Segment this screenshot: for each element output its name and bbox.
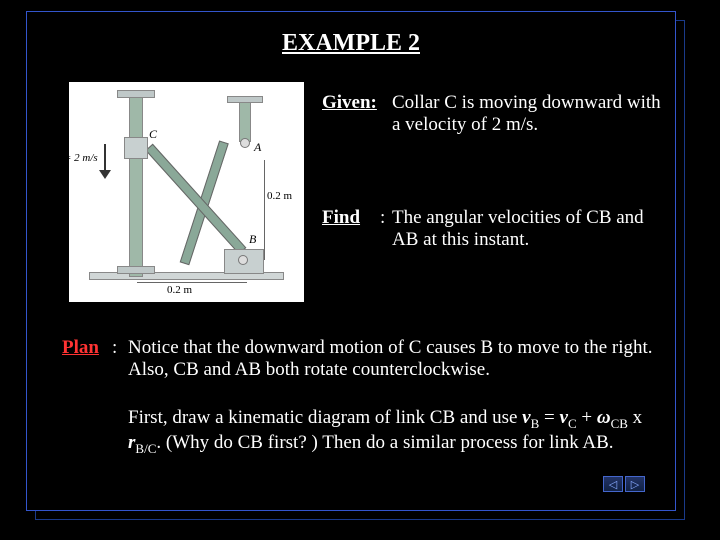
plan-p2-b: . (Why do CB first? ) Then do a similar … [156, 432, 613, 453]
sym-plus: + [577, 407, 597, 428]
diagram-label-b: B [249, 232, 256, 247]
sym-vc: v [560, 407, 568, 428]
nav-arrows: ◁ ▷ [603, 476, 645, 492]
sym-vc-sub: C [568, 416, 577, 431]
plan-para1: Notice that the downward motion of C cau… [128, 337, 667, 381]
plan-p2-a: First, draw a kinematic diagram of link … [128, 407, 522, 428]
given-block: Given: Collar C is moving downward with … [322, 92, 672, 136]
diagram-label-c: C [149, 127, 157, 142]
next-button[interactable]: ▷ [625, 476, 645, 492]
sym-omega: ω [597, 407, 611, 428]
sym-omega-sub: CB [611, 416, 628, 431]
diagram-vc-label: vC = 2 m/s [51, 152, 98, 166]
diagram-label-a: A [254, 140, 261, 155]
given-label: Given: [322, 92, 392, 136]
find-colon: : [380, 207, 392, 251]
inner-frame: EXAMPLE 2 C A B [26, 11, 676, 511]
outer-frame: EXAMPLE 2 C A B [35, 20, 685, 520]
diagram-dim-vert: 0.2 m [267, 190, 292, 202]
plan-block: Plan : Notice that the downward motion o… [62, 337, 667, 381]
sym-vb: v [522, 407, 530, 428]
given-text: Collar C is moving downward with a veloc… [392, 92, 672, 136]
diagram-dim-horiz: 0.2 m [167, 284, 192, 296]
slide-title: EXAMPLE 2 [27, 30, 675, 57]
sym-vb-sub: B [531, 416, 540, 431]
sym-x: x [628, 407, 642, 428]
plan-para2: First, draw a kinematic diagram of link … [128, 407, 668, 457]
plan-label: Plan [62, 337, 112, 381]
plan-colon: : [112, 337, 128, 381]
find-label: Find [322, 207, 380, 251]
diagram: C A B vC = 2 m/s 0.2 m 0.2 m [69, 82, 304, 302]
sym-eq: = [539, 407, 559, 428]
prev-button[interactable]: ◁ [603, 476, 623, 492]
find-text: The angular velocities of CB and AB at t… [392, 207, 672, 251]
sym-r-sub: B/C [135, 441, 156, 456]
find-block: Find : The angular velocities of CB and … [322, 207, 672, 251]
